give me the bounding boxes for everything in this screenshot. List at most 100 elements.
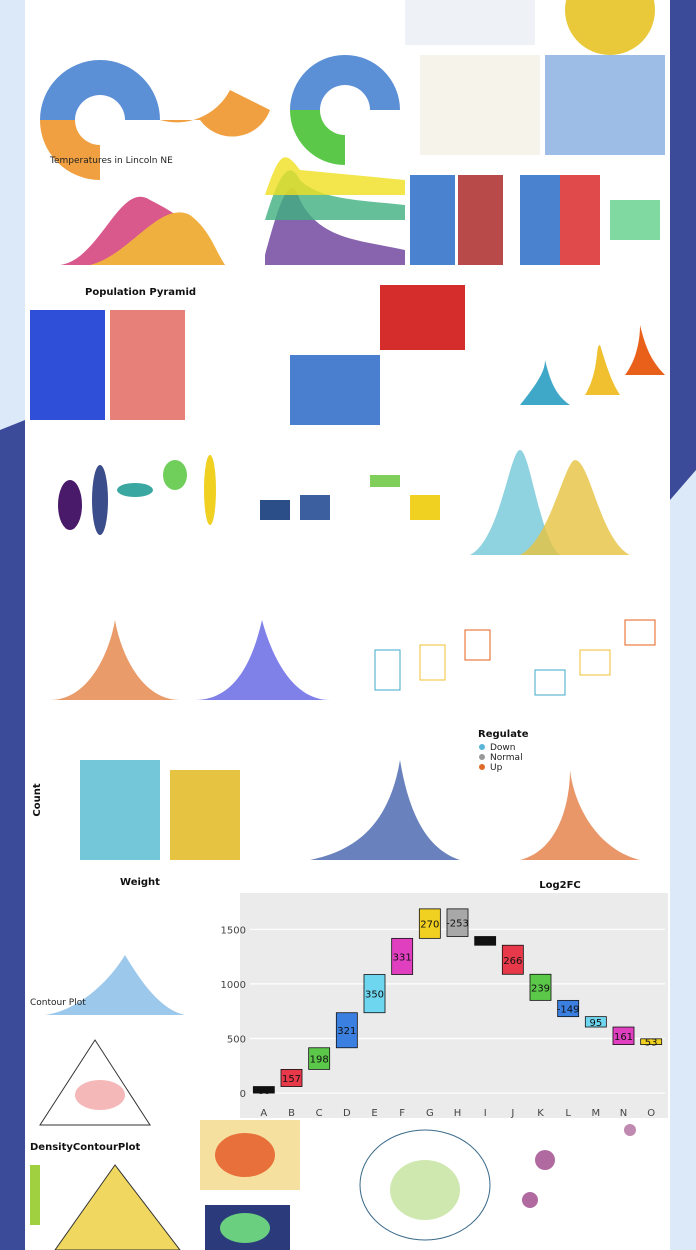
decor <box>464 629 491 661</box>
x-tick-label: D <box>343 1108 351 1119</box>
decor <box>520 460 630 555</box>
x-tick-label: G <box>426 1108 434 1119</box>
decor <box>419 644 446 681</box>
legend-title: Regulate <box>478 729 529 740</box>
value-label: 198 <box>310 1055 329 1066</box>
axis-label: Log2FC <box>539 880 581 891</box>
x-tick-label: A <box>260 1108 267 1119</box>
decor <box>195 620 330 700</box>
bar <box>418 908 441 939</box>
decor <box>410 175 455 265</box>
decor <box>40 60 160 120</box>
title: Contour Plot <box>30 998 86 1008</box>
decor <box>50 620 180 700</box>
decor <box>380 285 465 350</box>
value-label: 95 <box>589 1018 602 1029</box>
decor <box>405 0 535 45</box>
x-tick-label: H <box>454 1108 462 1119</box>
side-band <box>0 420 25 1250</box>
decor <box>117 483 153 497</box>
y-tick-label: 1500 <box>221 925 246 936</box>
legend-key <box>479 764 485 770</box>
decor <box>265 157 405 195</box>
decor <box>204 455 216 525</box>
title: Population Pyramid <box>85 287 196 298</box>
bar <box>474 936 497 946</box>
title: DensityContourPlot <box>30 1142 141 1153</box>
decor <box>520 770 640 860</box>
decor <box>40 120 100 180</box>
decor <box>30 310 105 420</box>
value-label: 53 <box>645 1038 658 1049</box>
decor <box>45 955 185 1015</box>
value-label: 157 <box>282 1074 301 1085</box>
bar <box>529 973 552 1001</box>
axis-label: Weight <box>120 877 160 888</box>
decor <box>58 480 82 530</box>
decor <box>535 1150 555 1170</box>
decor <box>624 1124 636 1136</box>
bar <box>308 1047 331 1070</box>
bar <box>391 937 414 975</box>
decor <box>260 500 290 520</box>
x-tick-label: M <box>592 1108 601 1119</box>
value-label: 161 <box>614 1032 633 1043</box>
decor <box>545 55 665 155</box>
value-label: 270 <box>420 920 439 931</box>
row-top <box>40 0 665 180</box>
legend-key <box>479 754 485 760</box>
decor <box>565 0 655 55</box>
x-tick-label: F <box>399 1108 405 1119</box>
bar <box>363 974 386 1014</box>
decor <box>110 310 185 420</box>
decor <box>92 465 108 535</box>
decor <box>610 200 660 240</box>
decor <box>39 1039 151 1126</box>
decor <box>458 175 503 265</box>
value-label: -149 <box>557 1005 580 1016</box>
decor <box>470 450 560 555</box>
side-band <box>670 0 696 500</box>
x-tick-label: N <box>620 1108 627 1119</box>
bar <box>584 1016 607 1028</box>
decor <box>359 1129 491 1241</box>
value-label: 60 <box>257 1086 270 1097</box>
x-tick-label: L <box>565 1108 571 1119</box>
decor <box>579 649 611 676</box>
y-tick-label: 500 <box>227 1034 246 1045</box>
decor <box>370 475 400 487</box>
decor <box>220 1213 270 1243</box>
bar <box>335 1012 358 1049</box>
x-tick-label: B <box>288 1108 295 1119</box>
title: Temperatures in Lincoln NE <box>49 156 173 166</box>
decor <box>170 770 240 860</box>
x-tick-label: K <box>537 1108 544 1119</box>
decor <box>163 460 187 490</box>
value-label: 321 <box>337 1026 356 1037</box>
waterfall: 0 500 1000 1500 60 A 157 B 198 C 321 D 350 E 331 F 270 G -… <box>221 908 665 1119</box>
x-tick-label: O <box>647 1108 655 1119</box>
axis-label: Count <box>32 783 43 816</box>
bar <box>612 1026 635 1046</box>
decor <box>390 1160 460 1220</box>
x-tick-label: C <box>316 1108 323 1119</box>
x-tick-label: E <box>371 1108 377 1119</box>
decor <box>30 1165 40 1225</box>
bar <box>280 1068 303 1087</box>
legend-label: Normal <box>490 753 523 763</box>
decor <box>215 1133 275 1177</box>
value-label: 239 <box>531 983 550 994</box>
decor <box>520 175 560 265</box>
decor <box>310 760 460 860</box>
decor <box>522 1192 538 1208</box>
legend-label: Down <box>490 743 516 753</box>
decor <box>420 55 540 155</box>
legend-label: Up <box>490 763 503 773</box>
x-tick-label: I <box>484 1108 487 1119</box>
decor <box>625 325 665 375</box>
decor <box>160 90 270 137</box>
decor <box>290 110 345 165</box>
decor <box>624 619 656 646</box>
